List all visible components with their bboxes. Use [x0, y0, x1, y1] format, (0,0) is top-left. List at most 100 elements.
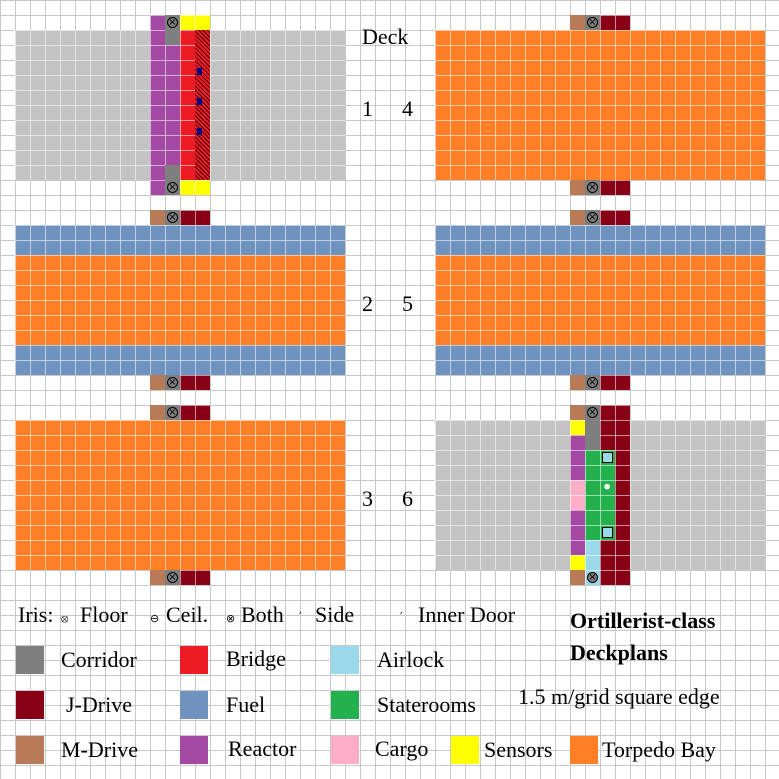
deck1-reactor-inner [165, 45, 180, 165]
deck2-jdrive-bottom [180, 375, 210, 390]
legend-swatch-jdrive [16, 691, 44, 719]
deck4-iris-bottom [587, 182, 598, 193]
deck1-iris-top [167, 17, 178, 28]
iris-legend-side: Side [315, 602, 355, 627]
deck1-console [197, 128, 202, 135]
deck5-mdrive-bottom [570, 375, 585, 390]
deck2-iris-bottom [167, 377, 178, 388]
deck1-bridge-consoles [195, 30, 210, 180]
iris-floor-icon: ⦻ [61, 612, 69, 625]
deck4-iris-top [587, 17, 598, 28]
deck-number-1: 1 [362, 96, 373, 121]
deck2-fuel-top [15, 225, 345, 255]
deck1-iris-bottom [167, 182, 178, 193]
deck1-bridge [180, 30, 195, 180]
scale-note: 1.5 m/grid square edge [518, 684, 720, 709]
legend-swatch-fuel [180, 691, 208, 719]
deck2-mdrive-top [150, 210, 165, 225]
deck4-jdrive-bottom [600, 180, 630, 195]
deck6-reactor-upper [570, 435, 585, 480]
iris-ceiling-icon: ⊖ [150, 612, 160, 625]
deck5-jdrive-bottom [600, 375, 630, 390]
deck3-iris-bottom [167, 572, 178, 583]
legend-label-fuel: Fuel [226, 692, 266, 717]
iris-legend-floor: Floor [80, 602, 128, 627]
deck6-iris-top [587, 407, 598, 418]
deck1-console [197, 68, 202, 75]
deck-heading: Deck [362, 24, 409, 49]
legend-label-reactor: Reactor [228, 736, 297, 761]
legend-label-corridor: Corridor [61, 647, 137, 672]
deck5-fuel-top [435, 225, 765, 255]
deck3-torpedo-bay [15, 420, 345, 570]
deck-number-6: 6 [402, 486, 413, 511]
title-line1: Ortillerist-class [570, 608, 716, 633]
legend-swatch-sensors [451, 736, 479, 764]
legend-label-airlock: Airlock [377, 647, 445, 672]
deck3-iris-top [167, 407, 178, 418]
deck6-fixtures: ⚫ [602, 480, 613, 494]
deck6-sensors-top [570, 420, 585, 435]
deck6-fresher [602, 527, 613, 538]
legend-swatch-reactor [180, 736, 208, 764]
deck6-cargo [570, 480, 585, 510]
deck-number-5: 5 [402, 291, 413, 316]
legend-label-bridge: Bridge [226, 646, 286, 671]
legend-label-torpedo-bay: Torpedo Bay [602, 737, 716, 762]
inner-door-icon: ′ [400, 610, 403, 624]
legend-label-jdrive: J-Drive [66, 692, 132, 717]
deck3-jdrive-top [180, 405, 210, 420]
deck2-mdrive-bottom [150, 375, 165, 390]
deck5-jdrive-top [600, 210, 630, 225]
deck5-mdrive-top [570, 210, 585, 225]
legend-swatch-bridge [180, 646, 208, 674]
deck4-mdrive-top [570, 15, 585, 30]
deck2-iris-top [167, 212, 178, 223]
deck6-fresher [602, 452, 613, 463]
deck5-fuel-bottom [435, 345, 765, 375]
legend-label-cargo: Cargo [375, 736, 429, 761]
deck4-jdrive-top [600, 15, 630, 30]
deck2-jdrive-top [180, 210, 210, 225]
deck3-mdrive-top [150, 405, 165, 420]
deck6-staterooms [585, 450, 600, 540]
legend-label-sensors: Sensors [484, 737, 553, 762]
deck-number-2: 2 [362, 291, 373, 316]
iris-legend-label: Iris: [18, 602, 54, 627]
iris-legend-ceiling: Ceil. [166, 602, 209, 627]
legend-label-staterooms: Staterooms [377, 692, 476, 717]
legend-swatch-airlock [331, 646, 359, 674]
deck6-mdrive-top [570, 405, 585, 420]
deck4-mdrive-bottom [570, 180, 585, 195]
iris-legend-inner-door: Inner Door [418, 602, 516, 627]
deck1-sensors-top [180, 15, 210, 30]
deck6-reactor-lower [570, 510, 585, 555]
deck3-mdrive-bottom [150, 570, 165, 585]
iris-both-icon: ⊗ [226, 612, 236, 625]
deck6-iris-bottom [587, 572, 598, 583]
deck6-sensors-bottom [570, 555, 585, 570]
deck6-mdrive-bottom [570, 570, 585, 585]
deck6-staterooms-side [600, 450, 615, 540]
deck5-torpedo-bay [435, 255, 765, 345]
legend-swatch-cargo [331, 736, 359, 764]
deck1-reactor [150, 15, 165, 195]
deck5-iris-bottom [587, 377, 598, 388]
deck3-jdrive-bottom [180, 570, 210, 585]
deck1-console [197, 98, 202, 105]
deck5-iris-top [587, 212, 598, 223]
iris-legend-both: Both [241, 602, 284, 627]
legend-swatch-torpedo-bay [570, 736, 598, 764]
iris-side-icon: ′ [299, 610, 302, 624]
legend-label-mdrive: M-Drive [61, 737, 138, 762]
deck4-torpedo-bay [435, 30, 765, 180]
legend-swatch-staterooms [331, 691, 359, 719]
deck2-fuel-bottom [15, 345, 345, 375]
legend-swatch-mdrive [16, 736, 44, 764]
title-line2: Deckplans [570, 640, 668, 665]
legend-swatch-corridor [16, 646, 44, 674]
deck1-sensors-bottom [180, 180, 210, 195]
deck-number-3: 3 [362, 486, 373, 511]
deck2-torpedo-bay [15, 255, 345, 345]
deck-number-4: 4 [402, 96, 413, 121]
